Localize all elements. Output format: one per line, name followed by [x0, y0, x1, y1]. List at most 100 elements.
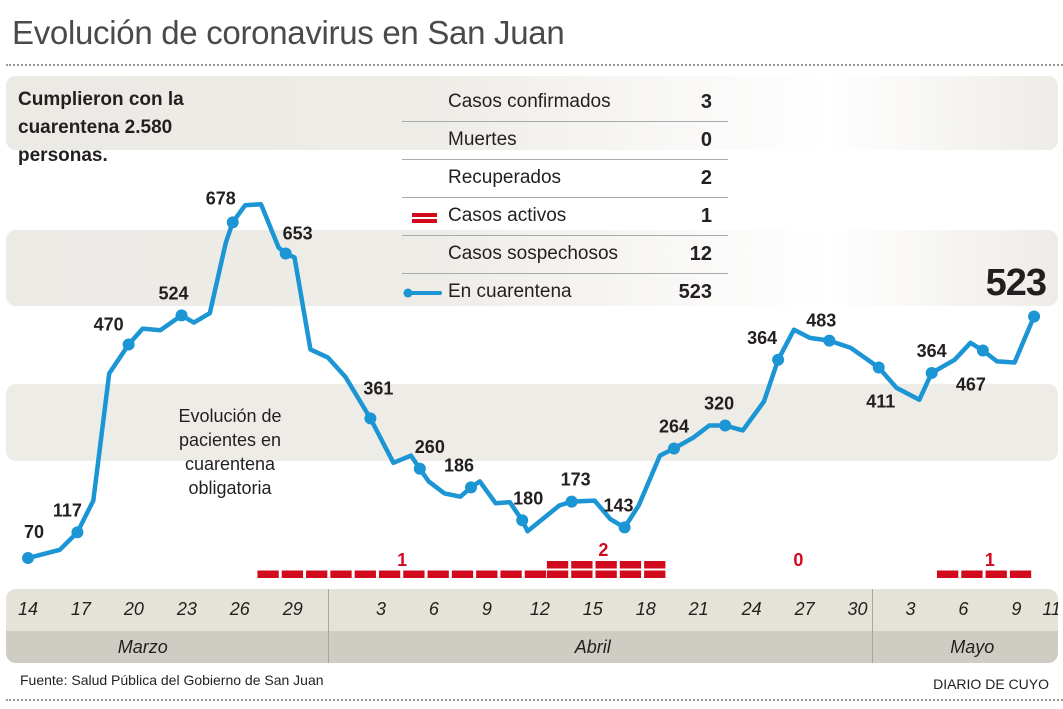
x-tick-label: 6 — [958, 599, 969, 619]
data-point-label: 364 — [917, 341, 947, 361]
x-tick-label: 21 — [688, 599, 709, 619]
x-tick-label: 14 — [17, 599, 39, 619]
data-point — [872, 361, 885, 374]
data-point — [279, 247, 292, 260]
month-label: Mayo — [950, 637, 995, 657]
quarantine-summary: Cumplieron con la cuarentena 2.580 perso… — [18, 86, 184, 170]
stats-legend: Casos confirmados 3 Muertes 0 Recuperado… — [402, 84, 728, 311]
data-point — [175, 309, 188, 322]
data-point-label: 524 — [159, 283, 189, 303]
data-point-label: 173 — [561, 470, 591, 490]
active-case-bar — [330, 570, 352, 578]
data-point — [618, 521, 631, 534]
x-tick-label: 9 — [1011, 599, 1022, 619]
active-case-bar — [985, 570, 1007, 578]
active-case-bar — [571, 570, 593, 578]
data-point-label: 364 — [747, 328, 777, 348]
active-cases-label: 1 — [397, 550, 407, 570]
x-axis-months: Marzo Abril Mayo — [6, 631, 1058, 663]
active-cases-label: 0 — [793, 550, 803, 570]
month-separator — [871, 589, 873, 663]
month-label: Marzo — [117, 637, 168, 657]
legend-value: 0 — [700, 129, 712, 151]
data-point — [565, 495, 578, 508]
active-case-bar — [378, 570, 401, 578]
x-tick-label: 12 — [529, 599, 550, 619]
data-point — [667, 442, 680, 455]
chart-title: Evolución de coronavirus en San Juan — [12, 14, 565, 51]
data-point — [122, 338, 135, 351]
summary-line-1: Cumplieron con la — [18, 89, 184, 110]
active-case-bar — [354, 570, 376, 578]
data-point-label: 180 — [513, 488, 543, 508]
annotation-line-1: Evolución de — [178, 406, 282, 426]
data-point — [22, 552, 34, 565]
active-case-bar — [1009, 570, 1032, 578]
data-point-label: 483 — [806, 311, 836, 331]
month-separator — [328, 589, 330, 663]
legend-value: 523 — [678, 281, 712, 303]
active-case-bar — [451, 570, 474, 578]
red-bars-swatch-icon — [412, 213, 437, 225]
active-cases-label: 2 — [598, 540, 608, 560]
legend-label: Casos activos — [448, 205, 567, 226]
top-divider — [6, 64, 1063, 66]
x-axis: 14 17 20 23 26 29 3 6 9 12 15 18 21 24 27 30 3 6 9 11 Marzo… — [6, 589, 1058, 663]
annotation-line-4: obligatoria — [188, 478, 272, 498]
active-case-bar — [476, 570, 498, 578]
data-point — [465, 481, 478, 494]
active-case-bar — [571, 561, 593, 569]
data-point — [772, 353, 785, 366]
data-point-label: 264 — [659, 417, 689, 437]
legend-row-confirmed: Casos confirmados 3 — [402, 84, 728, 122]
active-case-bar — [644, 561, 666, 569]
legend-row-active: Casos activos 1 — [402, 198, 728, 236]
quarantine-line — [25, 201, 1037, 561]
x-tick-label: 24 — [741, 599, 762, 619]
data-point — [925, 366, 938, 379]
active-case-bar — [546, 570, 569, 578]
blue-line-swatch-icon — [403, 288, 442, 298]
data-point — [364, 412, 377, 425]
x-tick-label: 3 — [375, 599, 387, 619]
source-note: Fuente: Salud Pública del Gobierno de Sa… — [20, 672, 324, 688]
x-tick-label: 17 — [70, 599, 91, 619]
x-tick-label: 20 — [123, 599, 144, 619]
latest-quarantine-value: 523 — [985, 262, 1047, 304]
data-point-label: 320 — [704, 394, 734, 414]
active-case-bar — [500, 570, 522, 578]
data-point — [413, 462, 426, 475]
active-case-bar — [281, 570, 304, 578]
x-tick-label: 27 — [794, 599, 815, 619]
chart-annotation: Evolución de pacientes en cuarentena obl… — [150, 404, 310, 500]
active-case-bar — [619, 561, 642, 569]
x-tick-label: 9 — [481, 599, 492, 619]
legend-row-quarantine: En cuarentena 523 — [402, 274, 728, 311]
background-band-3 — [6, 384, 1058, 461]
legend-row-suspected: Casos sospechosos 12 — [402, 236, 728, 274]
summary-line-3: personas. — [18, 145, 108, 166]
summary-line-2: cuarentena 2.580 — [18, 117, 173, 138]
legend-value: 3 — [700, 91, 712, 113]
data-point-label: 470 — [94, 314, 124, 334]
data-point-label: 678 — [206, 188, 236, 208]
active-case-bar — [306, 570, 328, 578]
data-point — [976, 344, 989, 357]
x-tick-label: 26 — [229, 599, 250, 619]
x-tick-label: 3 — [905, 599, 916, 619]
x-tick-label: 18 — [635, 599, 656, 619]
data-point-label: 467 — [956, 374, 986, 394]
legend-label: En cuarentena — [448, 281, 572, 302]
data-point-label: 143 — [604, 495, 634, 515]
data-point — [823, 334, 836, 347]
background-band-1 — [6, 76, 1058, 150]
bottom-divider — [6, 699, 1063, 701]
data-point-label: 411 — [866, 391, 895, 411]
x-tick-label: 11 — [1042, 599, 1058, 619]
active-cases-label: 1 — [985, 550, 995, 570]
legend-value: 12 — [689, 243, 712, 265]
x-tick-label: 23 — [176, 599, 197, 619]
data-point — [719, 419, 732, 432]
data-point-label: 70 — [24, 522, 44, 542]
